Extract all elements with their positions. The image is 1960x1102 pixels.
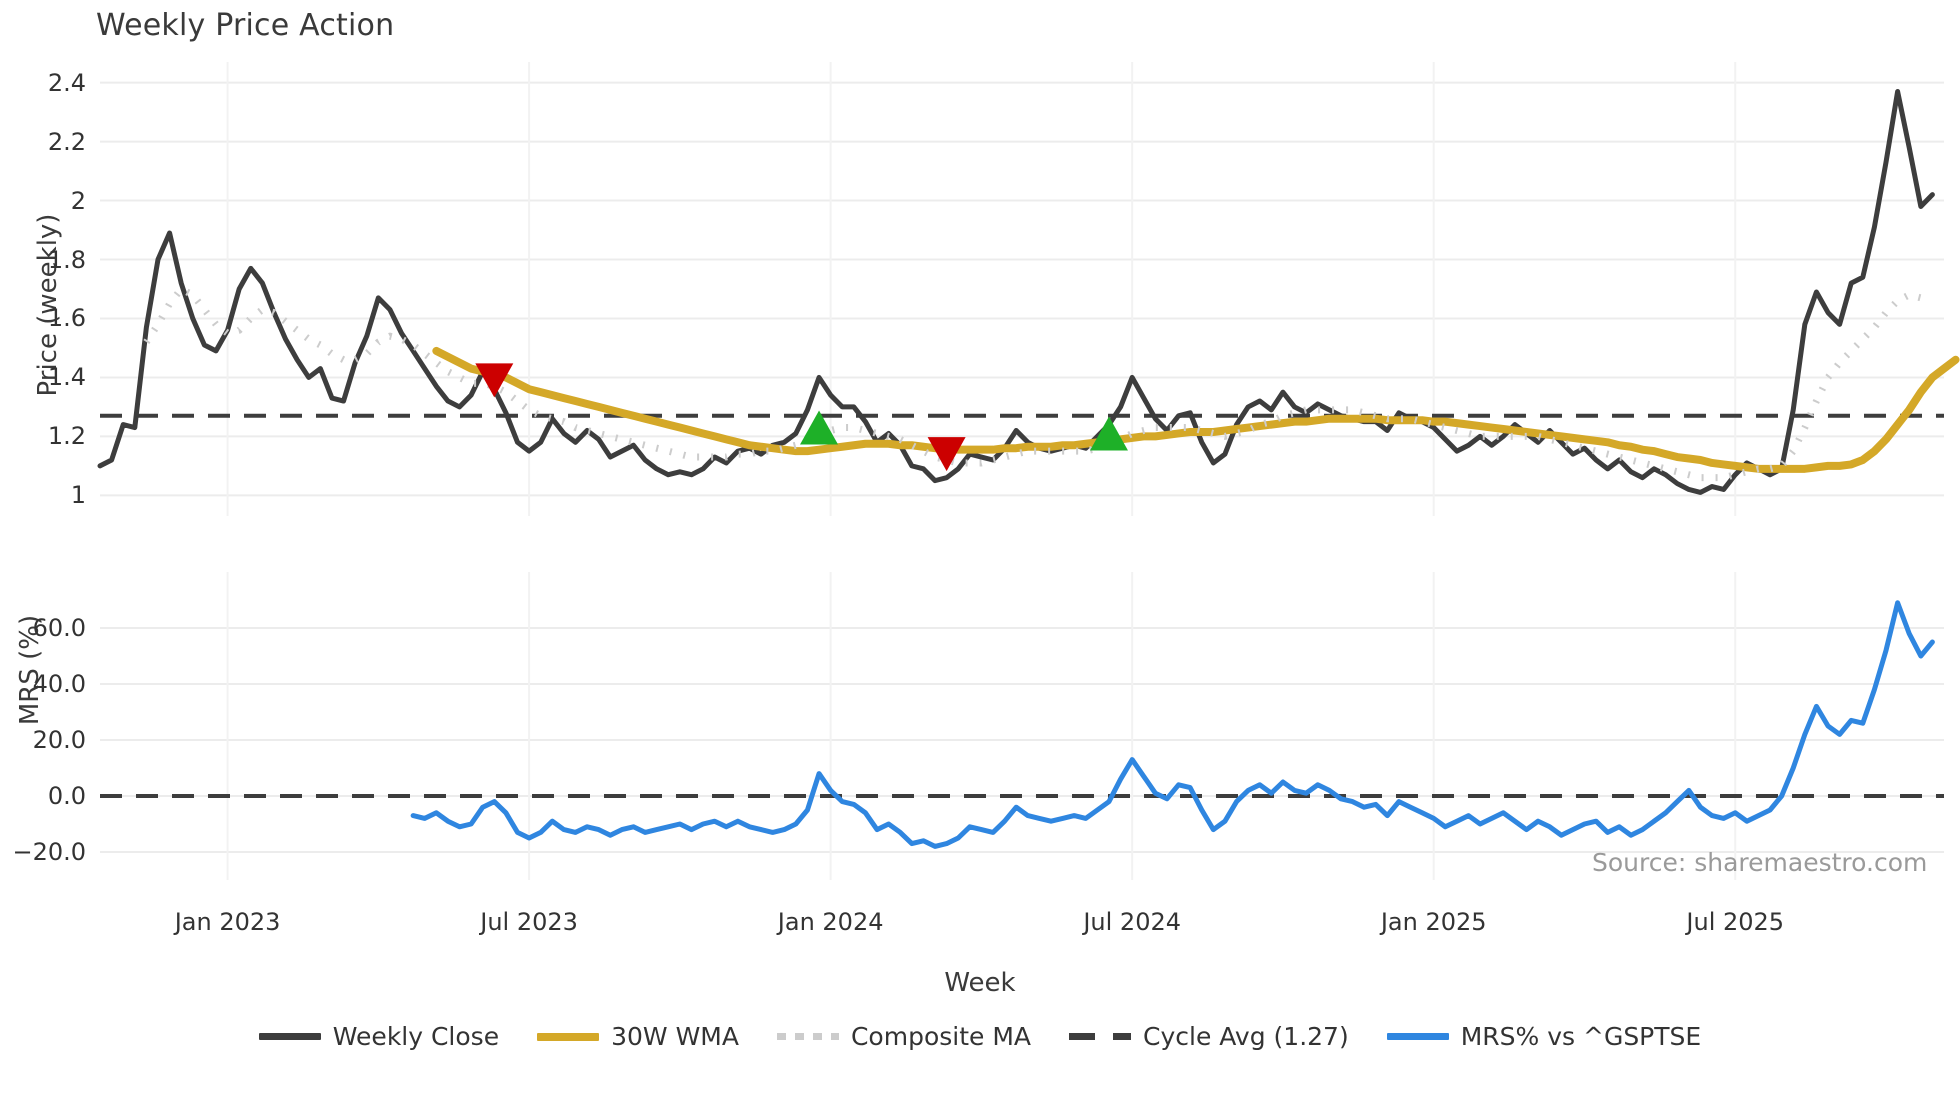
legend-item-4[interactable]: MRS% vs ^GSPTSE xyxy=(1386,1022,1702,1051)
price-ytick-0: 1 xyxy=(70,481,86,510)
legend-item-3[interactable]: Cycle Avg (1.27) xyxy=(1069,1022,1349,1051)
price-ytick-1: 1.2 xyxy=(47,422,86,451)
legend-item-1[interactable]: 30W WMA xyxy=(537,1022,739,1051)
price-ytick-6: 2.2 xyxy=(47,127,86,156)
legend-swatch-0 xyxy=(258,1033,321,1040)
source-watermark: Source: sharemaestro.com xyxy=(1592,848,1928,877)
legend-label-4: MRS% vs ^GSPTSE xyxy=(1460,1022,1702,1051)
legend-item-0[interactable]: Weekly Close xyxy=(258,1022,500,1051)
price-ytick-2: 1.4 xyxy=(47,363,86,392)
mrs-ytick-1: 0.0 xyxy=(47,782,86,810)
legend-item-2[interactable]: Composite MA xyxy=(776,1022,1032,1051)
legend-swatch-3 xyxy=(1069,1033,1132,1040)
price-ytick-7: 2.4 xyxy=(47,68,86,97)
legend-label-2: Composite MA xyxy=(850,1022,1032,1051)
legend-swatch-1 xyxy=(537,1032,600,1041)
xtick-1: Jul 2023 xyxy=(480,908,578,936)
price-ytick-5: 2 xyxy=(70,186,86,215)
legend-label-3: Cycle Avg (1.27) xyxy=(1143,1022,1349,1051)
sell-signal-marker[interactable] xyxy=(927,437,966,472)
xtick-4: Jan 2025 xyxy=(1380,908,1487,936)
chart-title: Weekly Price Action xyxy=(96,8,395,43)
xtick-3: Jul 2024 xyxy=(1083,908,1182,936)
x-axis-title: Week xyxy=(944,968,1016,998)
legend-swatch-2 xyxy=(776,1033,839,1040)
buy-signal-marker[interactable] xyxy=(800,410,839,445)
mrs-ytick-2: 20.0 xyxy=(32,726,86,754)
legend-label-0: Weekly Close xyxy=(332,1022,500,1051)
price-ytick-3: 1.6 xyxy=(47,304,86,333)
mrs-ytick-4: 60.0 xyxy=(32,614,86,642)
xtick-2: Jan 2024 xyxy=(777,908,884,936)
xtick-0: Jan 2023 xyxy=(174,908,281,936)
mrs-ytick-3: 40.0 xyxy=(32,670,86,698)
legend-label-1: 30W WMA xyxy=(611,1022,739,1051)
price-ytick-4: 1.8 xyxy=(47,245,86,274)
buy-signal-marker[interactable] xyxy=(1089,416,1128,451)
xtick-5: Jul 2025 xyxy=(1686,908,1785,936)
chart-legend: Weekly Close 30W WMA Composite MA Cycle Avg… xyxy=(0,1022,1960,1051)
legend-swatch-4 xyxy=(1386,1033,1449,1040)
sell-signal-marker[interactable] xyxy=(475,363,514,398)
mrs-ytick-0: −20.0 xyxy=(12,838,86,866)
